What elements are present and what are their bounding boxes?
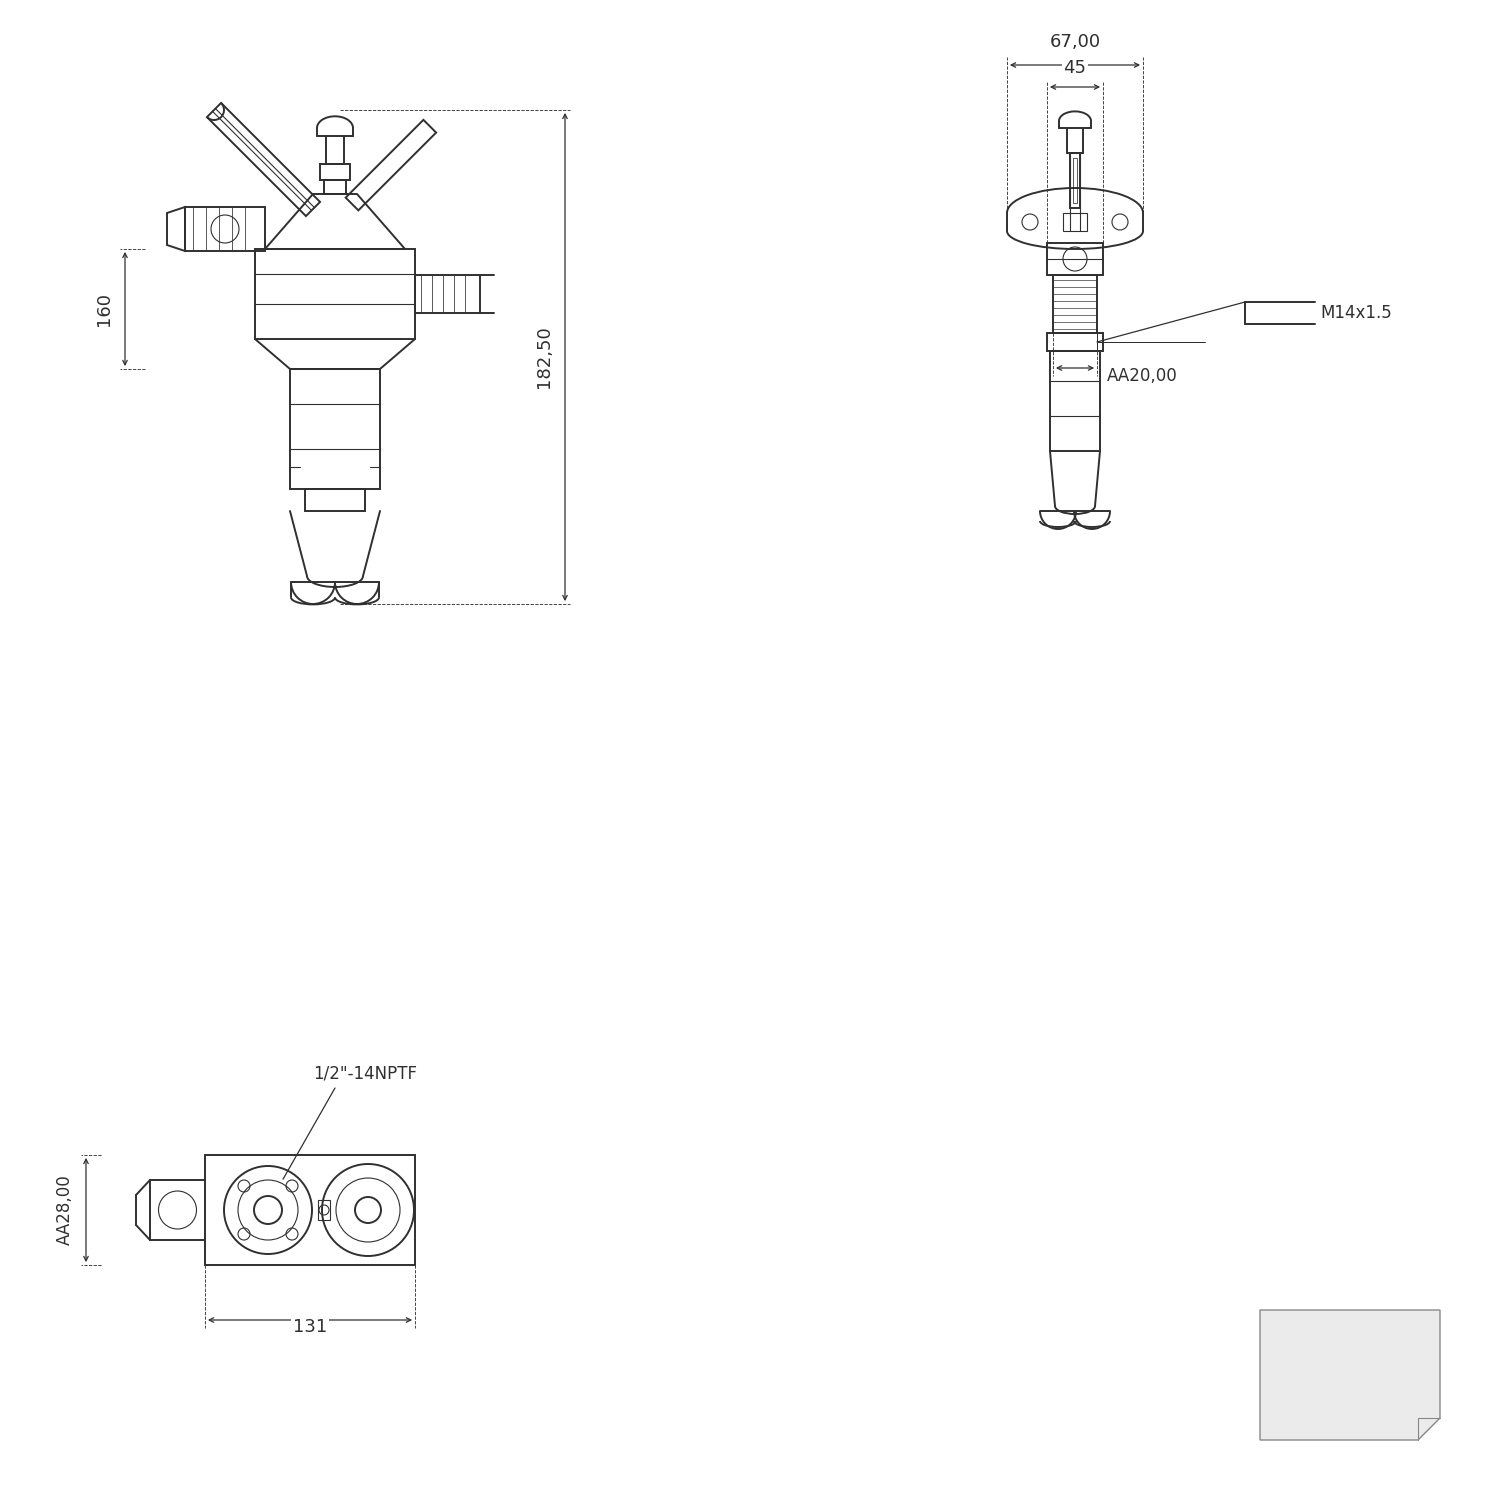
Bar <box>1070 153 1080 209</box>
Bar <box>1066 128 1083 153</box>
Bar <box>1064 213 1088 231</box>
Text: 131: 131 <box>292 1318 327 1336</box>
Bar <box>320 164 350 180</box>
Bar <box>206 1155 416 1264</box>
Text: 45: 45 <box>1064 58 1086 76</box>
Bar <box>1053 274 1096 333</box>
Bar <box>324 180 346 194</box>
Bar <box>416 274 480 314</box>
Text: 1/2"-14NPTF: 1/2"-14NPTF <box>314 1065 417 1083</box>
Text: 182,50: 182,50 <box>536 326 554 388</box>
Bar <box>1050 351 1100 451</box>
Bar <box>326 136 344 164</box>
Bar <box>255 249 416 339</box>
Text: AA28,00: AA28,00 <box>56 1174 74 1245</box>
Bar <box>1047 333 1102 351</box>
Bar <box>318 1200 330 1219</box>
Text: 67,00: 67,00 <box>1050 33 1101 51</box>
Bar <box>290 369 380 489</box>
Bar <box>304 489 364 512</box>
Bar <box>1072 158 1077 203</box>
Polygon shape <box>1260 1310 1440 1440</box>
Text: AA20,00: AA20,00 <box>1107 368 1178 386</box>
Text: M14x1.5: M14x1.5 <box>1320 304 1392 322</box>
Text: 160: 160 <box>94 292 112 326</box>
Bar <box>1047 243 1102 274</box>
